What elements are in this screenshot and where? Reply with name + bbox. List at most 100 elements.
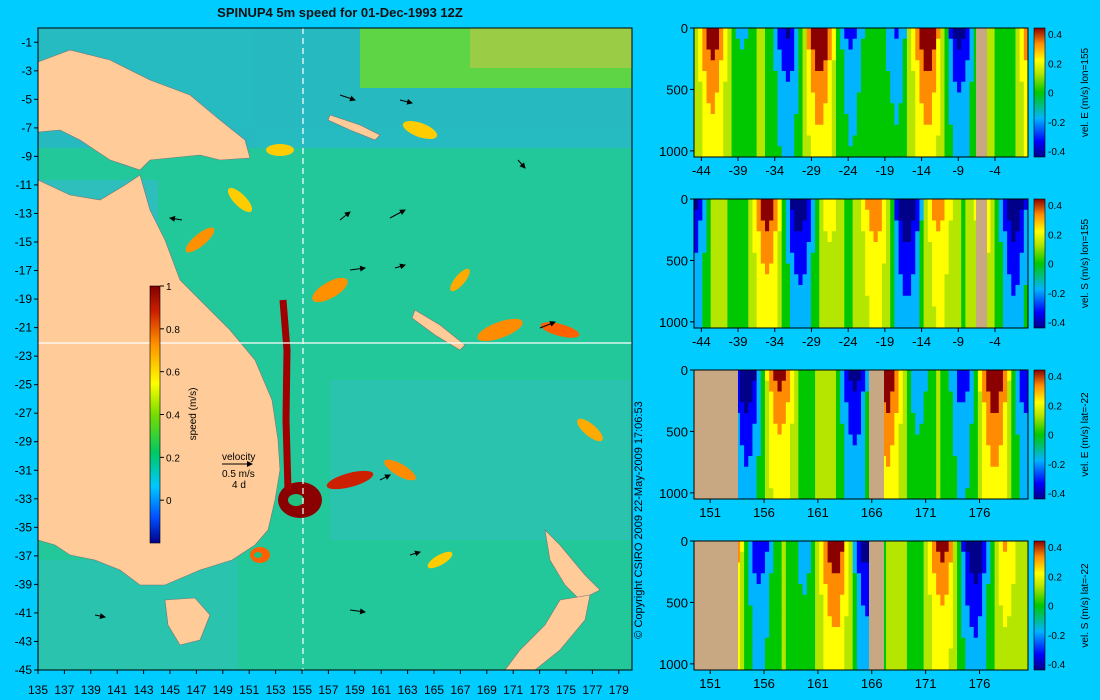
section-cell: [969, 71, 975, 83]
section-cell: [952, 38, 958, 50]
section-cell: [919, 562, 925, 574]
section-cell: [748, 413, 753, 425]
section-cell: [819, 285, 824, 297]
section-cell: [748, 380, 753, 392]
section-land-strip: [976, 199, 987, 328]
section-cell: [865, 28, 870, 40]
section-cell: [769, 562, 774, 574]
section-cell: [773, 659, 778, 671]
section-x-tick-label: 151: [699, 676, 721, 691]
section-cell: [969, 146, 975, 158]
section-cell: [952, 434, 958, 446]
section-cell: [844, 317, 849, 329]
section-cell: [748, 434, 753, 446]
section-cell: [815, 605, 820, 617]
section-cell: [944, 285, 950, 297]
section-cell: [969, 413, 975, 425]
section-cell: [919, 317, 925, 329]
section-cell: [948, 380, 954, 392]
section-cell: [957, 616, 962, 628]
section-cell: [719, 38, 724, 50]
section-cell: [806, 627, 812, 639]
section-cell: [915, 380, 920, 392]
section-colorbar-tick-label: 0.2: [1048, 230, 1062, 241]
section-cell: [869, 135, 875, 147]
section-cell: [936, 231, 941, 243]
section-cell: [852, 370, 858, 382]
section-cell: [898, 124, 904, 136]
section-cell: [969, 103, 975, 115]
section-cell: [998, 92, 1004, 104]
section-cell: [798, 541, 804, 553]
section-cell: [986, 391, 991, 403]
section-cell: [902, 135, 908, 147]
section-cell: [927, 124, 933, 136]
section-cell: [998, 380, 1004, 392]
section-cell: [852, 380, 858, 392]
section-cell: [986, 306, 991, 318]
section-cell: [948, 594, 954, 606]
section-cell: [810, 124, 816, 136]
section-cell: [802, 413, 808, 425]
section-cell: [986, 209, 991, 221]
section-cell: [777, 466, 783, 478]
section-cell: [986, 616, 991, 628]
map-velocity-arrows: [94, 94, 556, 619]
section-cell: [760, 60, 766, 72]
section-cell: [773, 274, 778, 286]
section-cell: [823, 38, 829, 50]
section-cell: [739, 92, 745, 104]
section-cell: [856, 637, 862, 649]
section-cell: [769, 594, 774, 606]
section-cell: [1011, 146, 1016, 158]
section-cell: [810, 231, 816, 243]
section-cell: [835, 445, 841, 457]
section-cell: [902, 423, 908, 435]
section-cell: [835, 274, 841, 286]
east-australian-current: [279, 299, 292, 491]
section-cell: [881, 627, 887, 639]
section-cell: [706, 209, 712, 221]
section-land-strip: [869, 541, 884, 670]
section-cell: [911, 391, 916, 403]
section-cell: [877, 124, 883, 136]
section-cell: [735, 71, 741, 83]
section-cell: [835, 114, 841, 126]
section-cell: [1011, 295, 1016, 307]
section-cell: [940, 402, 945, 414]
section-cell: [994, 274, 1000, 286]
section-cell: [1002, 135, 1008, 147]
section-cell: [710, 60, 716, 72]
section-cell: [957, 103, 962, 115]
section-cell: [735, 209, 741, 221]
section-cell: [852, 60, 858, 72]
section-cell: [919, 92, 925, 104]
section-cell: [1019, 306, 1025, 318]
section-cell: [777, 60, 783, 72]
section-cell: [982, 391, 987, 403]
section-cell: [990, 402, 996, 414]
section-cell: [927, 627, 933, 639]
section-cell: [694, 285, 699, 297]
section-cell: [744, 220, 749, 232]
section-cell: [777, 594, 783, 606]
section-cell: [936, 551, 941, 563]
section-cell: [785, 92, 791, 104]
section-cell: [881, 231, 887, 243]
section-cell: [794, 573, 799, 585]
section-cell: [702, 71, 708, 83]
section-cell: [1002, 92, 1008, 104]
section-cell: [760, 71, 766, 83]
section-cell: [886, 252, 891, 264]
section-cell: [948, 135, 954, 147]
section-cell: [764, 60, 770, 72]
section-cell: [915, 81, 920, 93]
section-cell: [764, 627, 770, 639]
section-cell: [890, 60, 895, 72]
section-cell: [785, 627, 791, 639]
section-cell: [756, 423, 762, 435]
section-cell: [881, 380, 887, 392]
section-cell: [735, 49, 741, 61]
section-cell: [948, 456, 954, 468]
section-cell: [869, 199, 875, 211]
